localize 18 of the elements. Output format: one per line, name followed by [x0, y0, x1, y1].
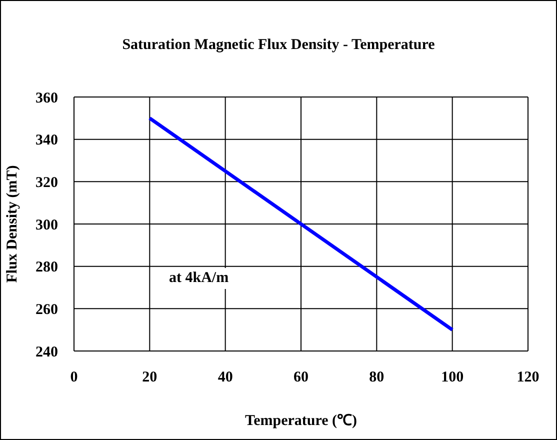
- y-tick-label: 360: [36, 90, 58, 106]
- y-tick-label: 240: [36, 344, 58, 360]
- x-tick-label: 100: [441, 370, 464, 386]
- x-tick-label: 0: [70, 370, 78, 386]
- y-tick-label: 340: [36, 132, 58, 149]
- x-tick-label: 60: [294, 370, 308, 386]
- x-tick-label: 80: [369, 370, 384, 386]
- x-axis-title: Temperature (℃): [244, 413, 358, 429]
- x-tick-label: 40: [218, 370, 233, 386]
- annotation: at 4kA/m: [159, 268, 239, 289]
- x-tick-label: 120: [516, 370, 540, 386]
- chart-title: Saturation Magnetic Flux Density - Temperature: [121, 37, 436, 54]
- x-tick-label: 20: [142, 370, 158, 386]
- y-tick-label: 320: [36, 174, 58, 191]
- y-axis-title: Flux Density (mT): [4, 165, 20, 283]
- y-tick-label: 300: [36, 217, 58, 234]
- y-tick-label: 260: [36, 302, 58, 318]
- y-tick-label: 280: [36, 260, 58, 276]
